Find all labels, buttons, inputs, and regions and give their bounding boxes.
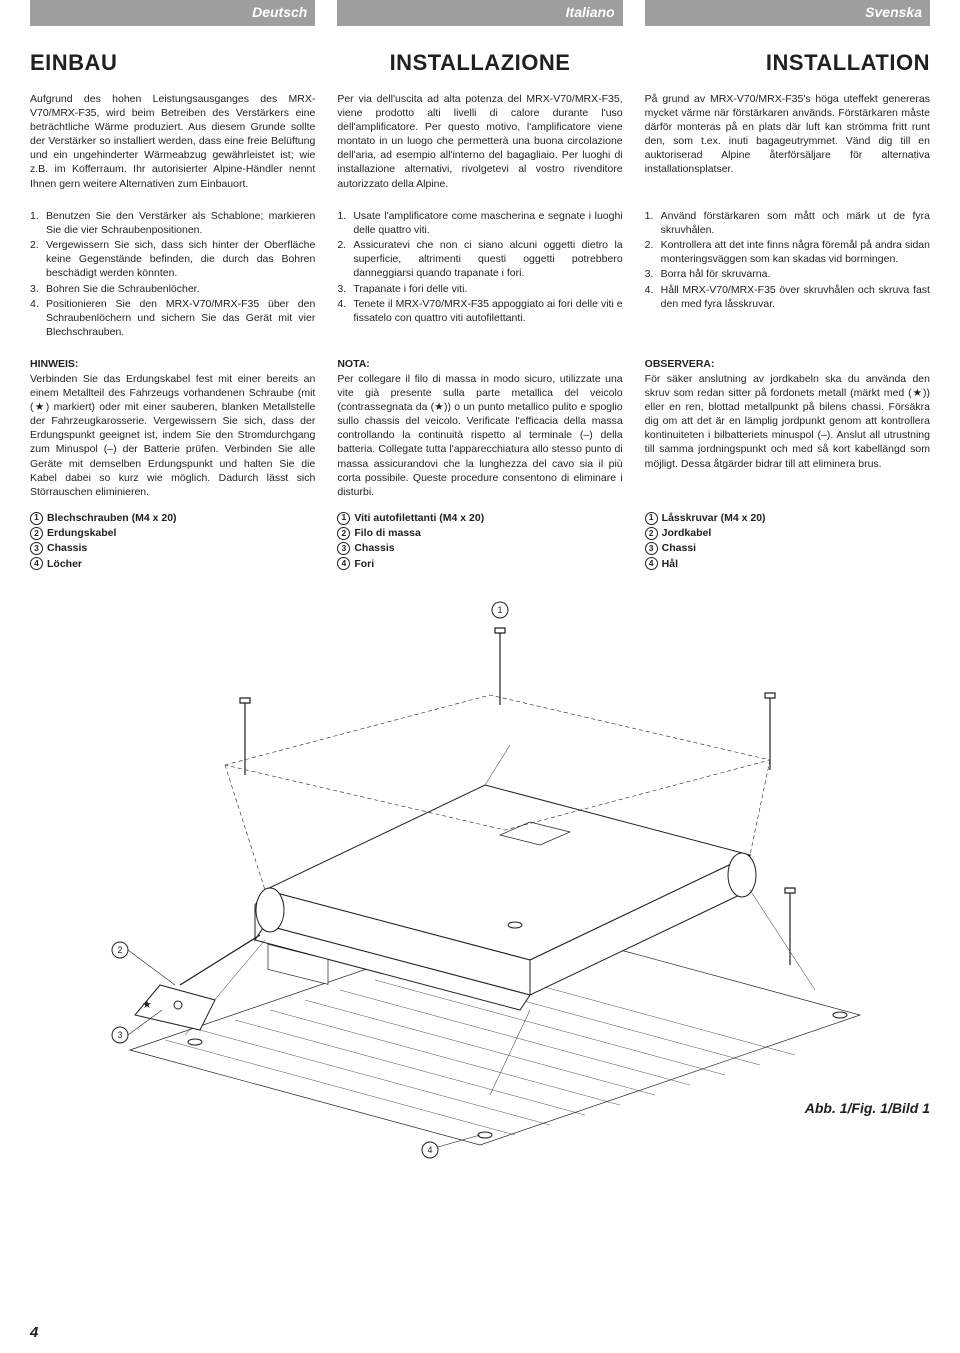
figure-caption: Abb. 1/Fig. 1/Bild 1: [805, 1099, 930, 1118]
step-sv-3: Borra hål för skruvarna.: [661, 267, 930, 281]
legend-sv-3: Chassi: [662, 541, 696, 555]
note-row: HINWEIS: Verbinden Sie das Erdungskabel …: [30, 357, 930, 511]
circ-1-icon: 1: [337, 512, 350, 525]
step-sv-2: Kontrollera att det inte finns några för…: [661, 238, 930, 266]
step-it-2: Assicuratevi che non ci siano alcuni ogg…: [353, 238, 622, 281]
intro-sv: På grund av MRX-V70/MRX-F35's höga uteff…: [645, 92, 930, 177]
circ-4-icon: 4: [337, 557, 350, 570]
legend-sv-2: Jordkabel: [662, 526, 712, 540]
title-de: EINBAU: [30, 48, 315, 78]
legend-sv-4: Hål: [662, 557, 678, 571]
page-number: 4: [30, 1323, 38, 1343]
step-it-4: Tenete il MRX-V70/MRX-F35 appoggiato ai …: [353, 297, 622, 325]
diagram-callout-3: 3: [117, 1030, 122, 1040]
circ-2-icon: 2: [337, 527, 350, 540]
legend-sv-1: Låsskruvar (M4 x 20): [662, 511, 766, 525]
note-head-it: NOTA:: [337, 357, 622, 371]
circ-2-icon: 2: [30, 527, 43, 540]
diagram-callout-1: 1: [497, 605, 502, 615]
step-de-1: Benutzen Sie den Verstärker als Schablon…: [46, 209, 315, 237]
lang-tab-it: Italiano: [337, 0, 622, 26]
intro-row: Aufgrund des hohen Leistungsausganges de…: [30, 92, 930, 199]
steps-row: 1.Benutzen Sie den Verstärker als Schabl…: [30, 209, 930, 348]
legend-de-2: Erdungskabel: [47, 526, 116, 540]
circ-3-icon: 3: [645, 542, 658, 555]
language-bar: Deutsch Italiano Svenska: [30, 0, 930, 26]
note-body-de: Verbinden Sie das Erdungskabel fest mit …: [30, 372, 315, 500]
diagram-callout-4: 4: [427, 1145, 432, 1155]
steps-sv: 1.Använd förstärkaren som mått och märk …: [645, 209, 930, 311]
note-body-sv: För säker anslutning av jordkabeln ska d…: [645, 372, 930, 471]
legend-it-3: Chassis: [354, 541, 394, 555]
legend-de-1: Blechschrauben (M4 x 20): [47, 511, 177, 525]
legend-it-2: Filo di massa: [354, 526, 421, 540]
circ-1-icon: 1: [645, 512, 658, 525]
step-it-1: Usate l'amplificatore come mascherina e …: [353, 209, 622, 237]
circ-1-icon: 1: [30, 512, 43, 525]
lang-tab-sv: Svenska: [645, 0, 930, 26]
legend-de-4: Löcher: [47, 557, 82, 571]
titles-row: EINBAU INSTALLAZIONE INSTALLATION: [30, 48, 930, 92]
legend-row: 1Blechschrauben (M4 x 20) 2Erdungskabel …: [30, 511, 930, 572]
diagram-callout-2: 2: [117, 945, 122, 955]
note-head-sv: OBSERVERA:: [645, 357, 930, 371]
steps-de: 1.Benutzen Sie den Verstärker als Schabl…: [30, 209, 315, 340]
circ-2-icon: 2: [645, 527, 658, 540]
intro-de: Aufgrund des hohen Leistungsausganges de…: [30, 92, 315, 191]
circ-4-icon: 4: [30, 557, 43, 570]
circ-3-icon: 3: [337, 542, 350, 555]
step-de-2: Vergewissern Sie sich, dass sich hinter …: [46, 238, 315, 281]
title-it: INSTALLAZIONE: [337, 48, 622, 78]
step-de-4: Positionieren Sie den MRX-V70/MRX-F35 üb…: [46, 297, 315, 340]
note-body-it: Per collegare il filo di massa in modo s…: [337, 372, 622, 500]
step-it-3: Trapanate i fori delle viti.: [353, 282, 622, 296]
legend-sv: 1 Låsskruvar (M4 x 20) 2 Jordkabel 3 Chassi…: [645, 511, 930, 571]
legend-de-3: Chassis: [47, 541, 87, 555]
legend-it-4: Fori: [354, 557, 374, 571]
installation-diagram: ★ 1 2 3 4 Abb. 1/Fig. 1/Bild 1: [30, 590, 930, 1160]
steps-it: 1.Usate l'amplificatore come mascherina …: [337, 209, 622, 325]
step-sv-1: Använd förstärkaren som mått och märk ut…: [661, 209, 930, 237]
title-sv: INSTALLATION: [645, 48, 930, 78]
step-sv-4: Håll MRX-V70/MRX-F35 över skruvhålen och…: [661, 283, 930, 311]
note-head-de: HINWEIS:: [30, 357, 315, 371]
circ-4-icon: 4: [645, 557, 658, 570]
step-de-3: Bohren Sie die Schraubenlöcher.: [46, 282, 315, 296]
svg-text:★: ★: [142, 999, 152, 1011]
legend-it: 1 Viti autofilettanti (M4 x 20) 2 Filo di …: [337, 511, 622, 571]
legend-it-1: Viti autofilettanti (M4 x 20): [354, 511, 484, 525]
circ-3-icon: 3: [30, 542, 43, 555]
intro-it: Per via dell'uscita ad alta potenza del …: [337, 92, 622, 191]
legend-de: 1Blechschrauben (M4 x 20) 2Erdungskabel …: [30, 511, 315, 571]
lang-tab-de: Deutsch: [30, 0, 315, 26]
